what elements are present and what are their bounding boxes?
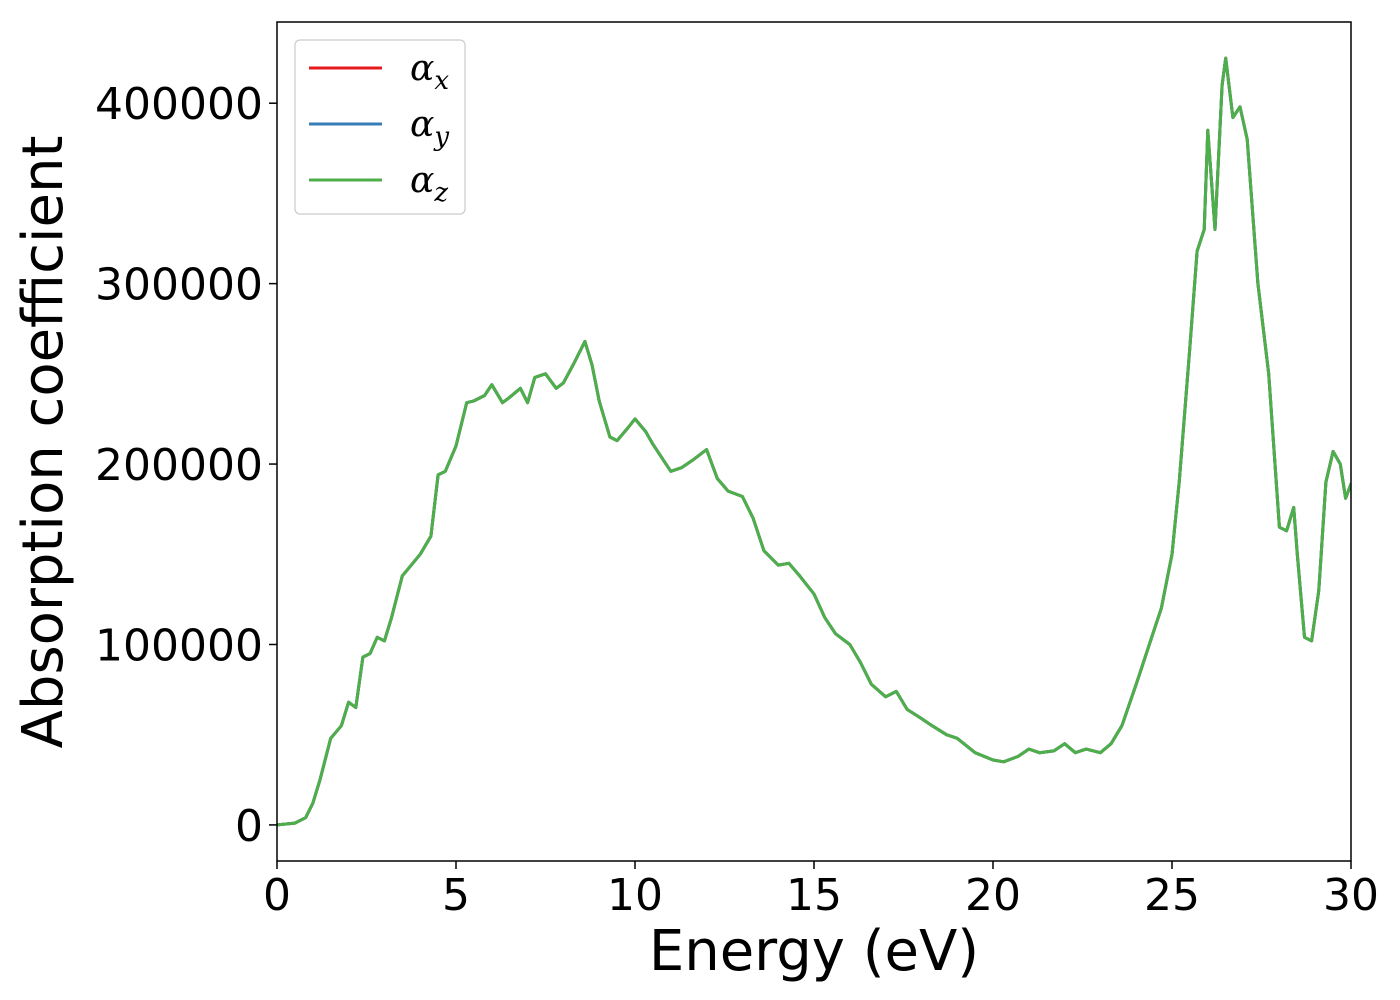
y-tick-label: 400000: [95, 79, 263, 130]
x-axis: 0 5 10 15 20 25 30: [263, 861, 1379, 921]
legend-label-alpha-x: αx: [410, 48, 449, 96]
legend-label-alpha-y: αy: [410, 104, 449, 152]
legend-label-base: α: [410, 104, 434, 145]
x-axis-title: Energy (eV): [649, 919, 979, 984]
legend-label-base: α: [410, 160, 434, 201]
x-tick-label: 25: [1144, 870, 1200, 921]
legend-frame: [294, 39, 466, 215]
y-tick-label: 100000: [95, 620, 263, 671]
x-tick-label: 20: [965, 870, 1021, 921]
x-tick-label: 5: [442, 870, 470, 921]
legend-label-subscript: y: [433, 122, 449, 152]
x-tick-label: 0: [263, 870, 291, 921]
legend-label-subscript: x: [434, 66, 449, 96]
x-tick-label: 15: [786, 870, 842, 921]
y-tick-label: 0: [235, 801, 263, 852]
legend-label-alpha-z: αz: [410, 160, 448, 208]
y-axis-title: Absorption coefficient: [11, 136, 76, 749]
series-line-alpha-z: [277, 56, 1351, 827]
legend-label-subscript: z: [433, 178, 448, 208]
y-tick-label: 300000: [95, 260, 263, 311]
y-axis: 0 100000 200000 300000 400000: [95, 79, 277, 852]
y-tick-label: 200000: [95, 440, 263, 491]
x-tick-label: 30: [1323, 870, 1379, 921]
series-layer: [277, 56, 1351, 827]
legend-label-base: α: [410, 48, 434, 89]
x-tick-label: 10: [607, 870, 663, 921]
